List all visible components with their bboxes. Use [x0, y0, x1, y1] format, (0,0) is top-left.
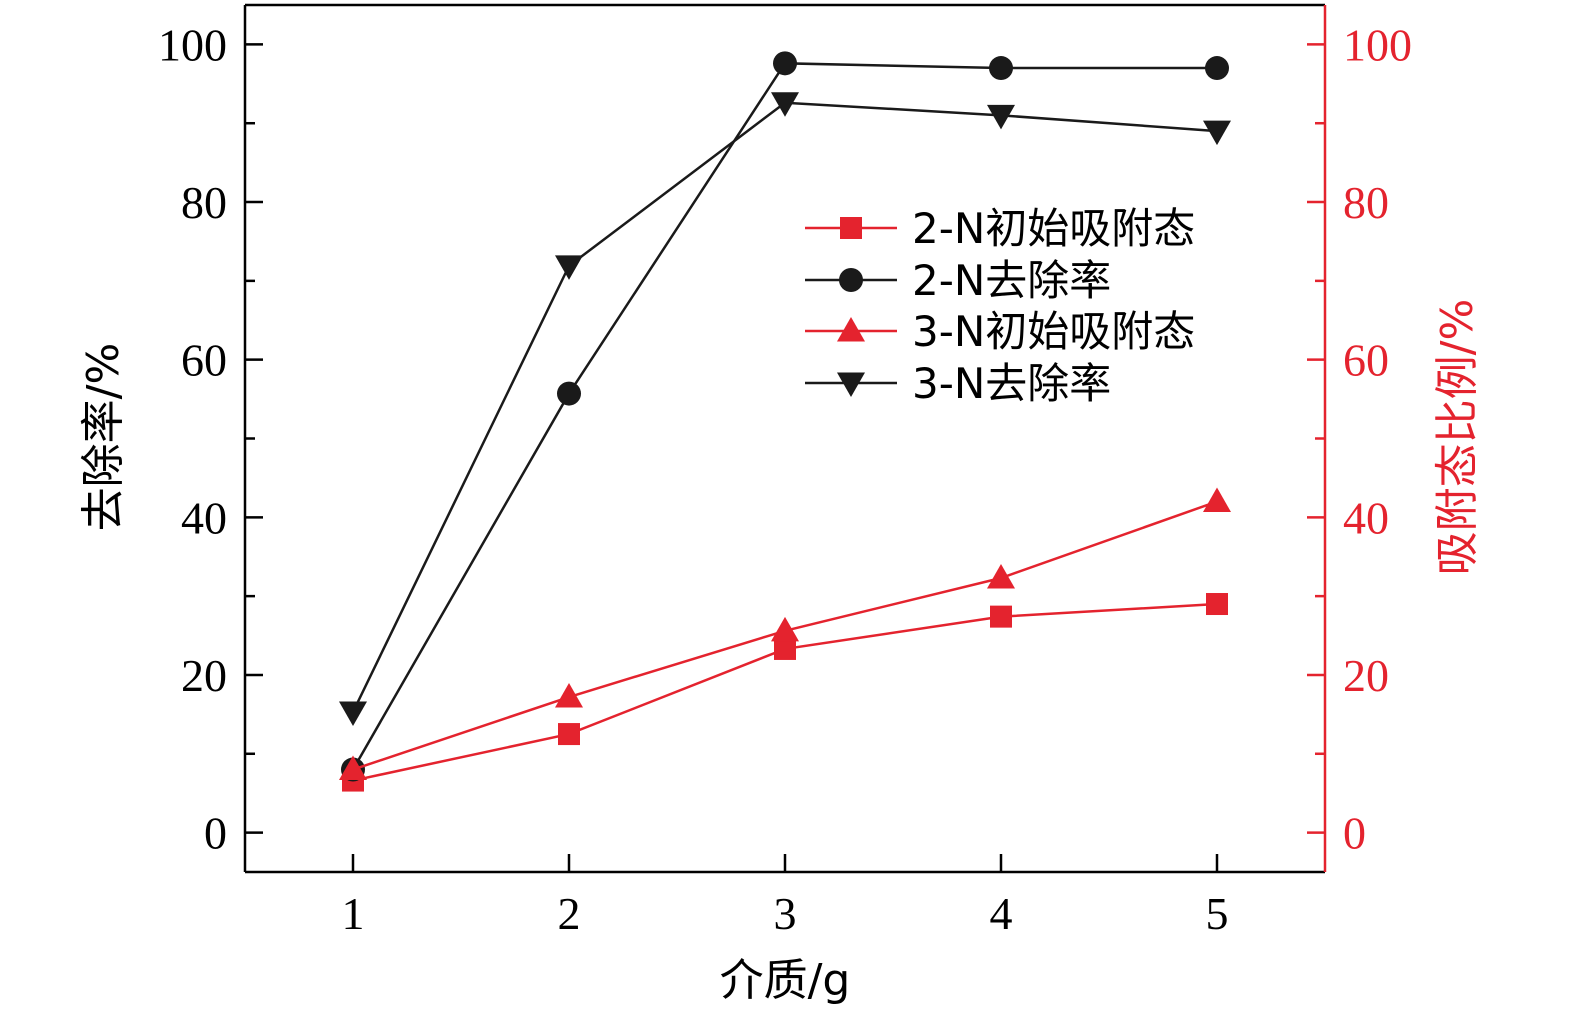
y-left-tick-label: 100	[158, 19, 227, 70]
y-right-tick-label: 80	[1343, 177, 1389, 228]
data-point	[773, 51, 797, 76]
legend-label: 3-N初始吸附态	[912, 307, 1195, 356]
series-4	[339, 92, 1231, 726]
series-line	[351, 62, 1217, 771]
data-point	[339, 755, 367, 781]
y-axis-left: 0 20 40 60 80 100	[158, 19, 263, 859]
legend-marker	[837, 317, 865, 342]
data-point	[339, 701, 367, 726]
data-point	[990, 605, 1012, 628]
x-axis-title: 介质/g	[720, 955, 851, 1006]
x-tick-label: 1	[342, 888, 365, 939]
series-3	[339, 487, 1231, 781]
y-right-tick-label: 40	[1343, 492, 1389, 543]
data-point	[555, 255, 583, 280]
data-point	[1203, 487, 1231, 513]
data-point	[1206, 593, 1228, 616]
data-point	[987, 564, 1015, 589]
legend-label: 2-N初始吸附态	[912, 204, 1195, 253]
x-axis: 1 2 3 4 5	[342, 854, 1229, 939]
data-point	[987, 104, 1015, 130]
y-left-tick-label: 60	[181, 335, 227, 386]
data-point	[557, 381, 581, 406]
y-left-tick-label: 80	[181, 177, 227, 228]
data-point	[774, 637, 796, 660]
y-right-tick-label: 60	[1343, 335, 1389, 386]
data-point	[555, 683, 583, 708]
series-layer	[339, 51, 1231, 792]
x-tick-label: 5	[1206, 888, 1229, 939]
y-right-tick-label: 100	[1343, 19, 1412, 70]
data-point	[771, 616, 799, 642]
data-point	[989, 56, 1013, 81]
x-tick-label: 2	[558, 888, 581, 939]
y-axis-left-title: 去除率/%	[78, 343, 129, 532]
series-2	[341, 51, 1229, 782]
data-point	[771, 92, 799, 117]
y-right-tick-label: 20	[1343, 650, 1389, 701]
x-tick-label: 4	[990, 888, 1013, 939]
data-point	[558, 723, 580, 746]
x-tick-label: 3	[774, 888, 797, 939]
legend-label: 2-N去除率	[912, 256, 1111, 305]
y-left-tick-label: 40	[181, 492, 227, 543]
legend-label: 3-N去除率	[912, 359, 1111, 408]
y-right-tick-label: 0	[1343, 808, 1366, 859]
data-point	[1205, 56, 1229, 81]
y-axis-right: 0 20 40 60 80 100	[1307, 19, 1412, 859]
legend-marker	[837, 372, 865, 397]
y-left-tick-label: 0	[204, 808, 227, 859]
plot-frame	[243, 3, 1327, 874]
y-left-tick-label: 20	[181, 650, 227, 701]
data-point	[1203, 120, 1231, 146]
legend-marker	[839, 268, 863, 292]
y-axis-right-title: 吸附态比例/%	[1432, 299, 1483, 576]
legend-marker	[840, 217, 862, 239]
